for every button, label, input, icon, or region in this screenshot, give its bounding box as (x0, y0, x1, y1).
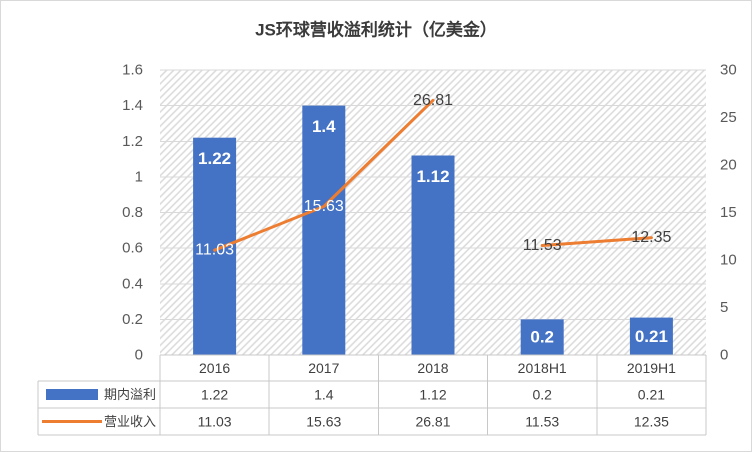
data-table-category-2017: 2017 (308, 360, 339, 376)
data-table-revenue-2017: 15.63 (306, 414, 341, 430)
profit-bar-label-2018: 1.12 (416, 167, 449, 186)
profit-bar-2018h1 (520, 319, 564, 355)
right-axis-tick-label: 0 (720, 347, 728, 364)
left-axis-tick-label: 0.6 (122, 240, 143, 257)
right-axis-tick-label: 20 (720, 157, 737, 174)
legend-key-profit (46, 389, 98, 400)
data-table-category-2018: 2018 (417, 360, 448, 376)
left-axis-tick-label: 1.6 (122, 62, 143, 79)
left-axis-tick-label: 0 (135, 347, 143, 364)
revenue-line-group (213, 98, 653, 252)
data-table-revenue-2018h1: 11.53 (525, 414, 559, 430)
right-axis-tick-label: 30 (720, 62, 737, 79)
profit-bar-2018 (411, 155, 455, 355)
left-axis-tick-label: 1.2 (122, 133, 143, 150)
data-table-revenue-2018: 26.81 (415, 414, 450, 430)
data-table-revenue-2016: 11.03 (198, 414, 232, 430)
data-table-category-2016: 2016 (199, 360, 230, 376)
revenue-line (213, 98, 653, 252)
profit-bar-label-2017: 1.4 (312, 117, 336, 136)
profit-bar-label-2018h1: 0.2 (530, 328, 554, 347)
chart-title: JS环球营收溢利统计（亿美金） (255, 20, 497, 40)
data-table-revenue-2019h1: 12.35 (634, 414, 669, 430)
revenue-point-label-2017: 15.63 (304, 198, 344, 215)
right-axis-tick-label: 10 (720, 252, 737, 269)
profit-bar-2019h1 (629, 317, 673, 355)
revenue-point-label-2019h1: 12.35 (631, 229, 671, 246)
data-table-profit-2017: 1.4 (314, 387, 334, 403)
revenue-point-label-2018h1: 11.53 (523, 237, 562, 254)
data-table-category-2019h1: 2019H1 (627, 360, 676, 376)
left-axis-tick-label: 1.4 (122, 97, 143, 114)
data-table-category-2018h1: 2018H1 (518, 360, 567, 376)
right-axis-tick-label: 15 (720, 204, 737, 221)
left-axis: 0 0.2 0.4 0.6 0.8 1 1.2 1.4 1.6 (122, 62, 143, 364)
right-axis-tick-label: 5 (720, 299, 728, 316)
profit-bar-label-2019h1: 0.21 (635, 327, 668, 346)
right-axis-tick-label: 25 (720, 109, 737, 126)
profit-bar-label-2016: 1.22 (198, 149, 231, 168)
left-axis-tick-label: 1 (135, 168, 143, 185)
revenue-point-label-2016: 11.03 (195, 242, 234, 259)
data-table-profit-2018: 1.12 (419, 387, 446, 403)
legend-label-profit: 期内溢利 (104, 387, 156, 402)
data-table-profit-2016: 1.22 (201, 387, 228, 403)
legend-label-revenue: 营业收入 (104, 414, 156, 429)
left-axis-tick-label: 0.4 (122, 275, 143, 292)
left-axis-tick-label: 0.8 (122, 204, 143, 221)
left-axis-tick-label: 0.2 (122, 311, 143, 328)
data-table: 2016 2017 2018 2018H1 2019H1 期内溢利 1.22 1.4 1.12 0… (37, 354, 707, 436)
data-table-profit-2018h1: 0.2 (532, 387, 552, 403)
data-labels: 1.22 1.4 1.12 0.2 0.21 11.03 15.63 26.81 11.53 12… (195, 92, 671, 347)
revenue-point-label-2018: 26.81 (413, 92, 453, 109)
profit-bar-2017 (302, 105, 346, 355)
profit-bar-2016 (193, 137, 237, 355)
right-axis: 0 5 10 15 20 25 30 (720, 62, 737, 364)
data-table-profit-2019h1: 0.21 (638, 387, 665, 403)
profit-bars (193, 105, 673, 355)
